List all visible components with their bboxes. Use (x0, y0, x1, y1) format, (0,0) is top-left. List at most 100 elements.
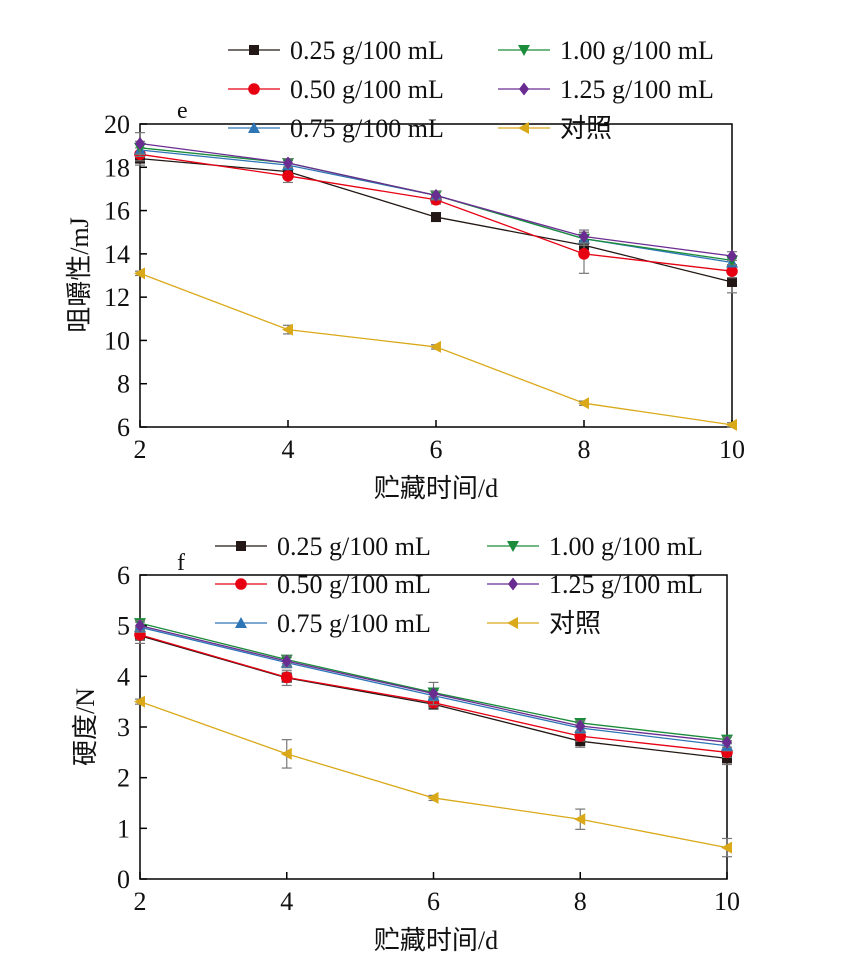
data-point (135, 136, 145, 150)
legend-marker (248, 122, 260, 133)
x-tick-label: 6 (427, 887, 440, 916)
x-tick-label: 10 (719, 435, 745, 464)
series-6 (134, 267, 737, 431)
legend-item: 0.50 g/100 mL (215, 570, 431, 599)
y-tick-label: 10 (104, 326, 130, 355)
legend-label: 0.75 g/100 mL (277, 609, 431, 638)
legend-marker (235, 578, 247, 590)
x-axis-label: 贮藏时间/d (374, 926, 498, 955)
series-5 (135, 132, 737, 263)
data-point (281, 654, 292, 668)
legend: 0.25 g/100 mL 0.50 g/100 mL 0.75 g/100 mL 1… (228, 36, 714, 143)
legend-label: 0.50 g/100 mL (290, 75, 444, 104)
chart-panel-e: 6 8 10 12 14 16 18 20 2 4 6 8 10 0.25 g/100 mL 0.50 … (65, 36, 745, 503)
y-tick-label: 12 (104, 283, 130, 312)
legend-item: 0.25 g/100 mL (228, 36, 444, 65)
legend-marker (508, 577, 518, 591)
x-tick-label: 4 (280, 887, 293, 916)
data-point (280, 671, 293, 684)
data-point (282, 170, 294, 182)
y-tick-label: 2 (117, 764, 130, 793)
y-axis-ticks: 0 1 2 3 4 5 6 (117, 561, 147, 894)
y-tick-label: 0 (117, 865, 130, 894)
legend-marker (507, 617, 518, 629)
y-tick-label: 3 (117, 713, 130, 742)
legend-label: 1.00 g/100 mL (549, 532, 703, 561)
y-tick-label: 6 (117, 561, 130, 590)
chart-panel-f: 0 1 2 3 4 5 6 2 4 6 8 10 0.25 g/100 mL 0.50 g/100 m… (71, 532, 740, 955)
legend-marker (235, 617, 247, 628)
y-tick-label: 18 (104, 153, 130, 182)
y-axis-ticks: 6 8 10 12 14 16 18 20 (104, 110, 147, 442)
panel-letter: e (177, 98, 188, 124)
data-point (283, 156, 293, 170)
data-point (578, 397, 589, 410)
data-point (578, 248, 590, 260)
legend-item: 0.75 g/100 mL (215, 609, 431, 638)
data-point (134, 695, 145, 708)
data-point (430, 340, 441, 353)
x-tick-label: 4 (282, 435, 295, 464)
data-point (135, 619, 145, 633)
y-tick-label: 4 (117, 662, 130, 691)
x-tick-label: 2 (134, 435, 147, 464)
series-group (134, 618, 733, 858)
data-point (726, 418, 737, 431)
y-tick-label: 20 (104, 110, 130, 139)
legend-label: 0.25 g/100 mL (290, 36, 444, 65)
legend-label: 1.25 g/100 mL (549, 570, 703, 599)
data-point (574, 813, 586, 826)
series-line (139, 622, 728, 741)
legend-label: 1.25 g/100 mL (560, 75, 714, 104)
legend-item: 0.50 g/100 mL (228, 75, 444, 104)
x-tick-label: 2 (134, 887, 147, 916)
series-line (139, 701, 728, 849)
plot-frame (139, 574, 728, 880)
legend-marker (248, 83, 260, 95)
legend-item: 对照 (498, 114, 612, 143)
legend-item: 1.00 g/100 mL (487, 532, 703, 561)
data-point (721, 841, 732, 854)
data-point (727, 249, 737, 263)
legend-label: 0.75 g/100 mL (290, 114, 444, 143)
panel-letter: f (177, 550, 185, 576)
legend-item: 0.25 g/100 mL (215, 532, 431, 561)
series-5 (135, 619, 732, 749)
legend: 0.25 g/100 mL 0.50 g/100 mL 0.75 g/100 mL 1… (215, 532, 703, 638)
x-tick-label: 10 (714, 887, 740, 916)
series-group (134, 132, 738, 431)
legend-label: 0.50 g/100 mL (277, 570, 431, 599)
data-point (431, 188, 441, 202)
legend-marker (519, 82, 529, 96)
y-tick-label: 14 (104, 240, 130, 269)
legend-marker (236, 541, 246, 551)
series-6 (134, 695, 732, 858)
data-point (722, 735, 732, 749)
legend-marker (249, 45, 259, 55)
data-point (428, 687, 439, 701)
legend-marker (518, 45, 530, 56)
legend-item: 1.00 g/100 mL (498, 36, 714, 65)
y-tick-label: 8 (117, 370, 130, 399)
data-point (726, 265, 738, 277)
data-point (727, 276, 737, 287)
y-tick-label: 5 (117, 612, 130, 641)
y-axis-label: 硬度/N (71, 688, 100, 766)
legend-item: 0.75 g/100 mL (228, 114, 444, 143)
x-axis-ticks: 2 4 6 8 10 (134, 872, 740, 916)
x-axis-label: 贮藏时间/d (374, 474, 498, 503)
plot-frame (139, 123, 733, 428)
legend-marker (507, 541, 519, 552)
series-1 (135, 151, 737, 294)
y-tick-label: 16 (104, 197, 130, 226)
x-tick-label: 8 (574, 887, 587, 916)
legend-item: 1.25 g/100 mL (487, 570, 703, 599)
data-point (722, 753, 732, 764)
legend-label: 1.00 g/100 mL (560, 36, 714, 65)
data-point (280, 747, 292, 760)
legend-item: 1.25 g/100 mL (498, 75, 714, 104)
data-point (134, 267, 145, 280)
x-axis-ticks: 2 4 6 8 10 (134, 420, 745, 464)
